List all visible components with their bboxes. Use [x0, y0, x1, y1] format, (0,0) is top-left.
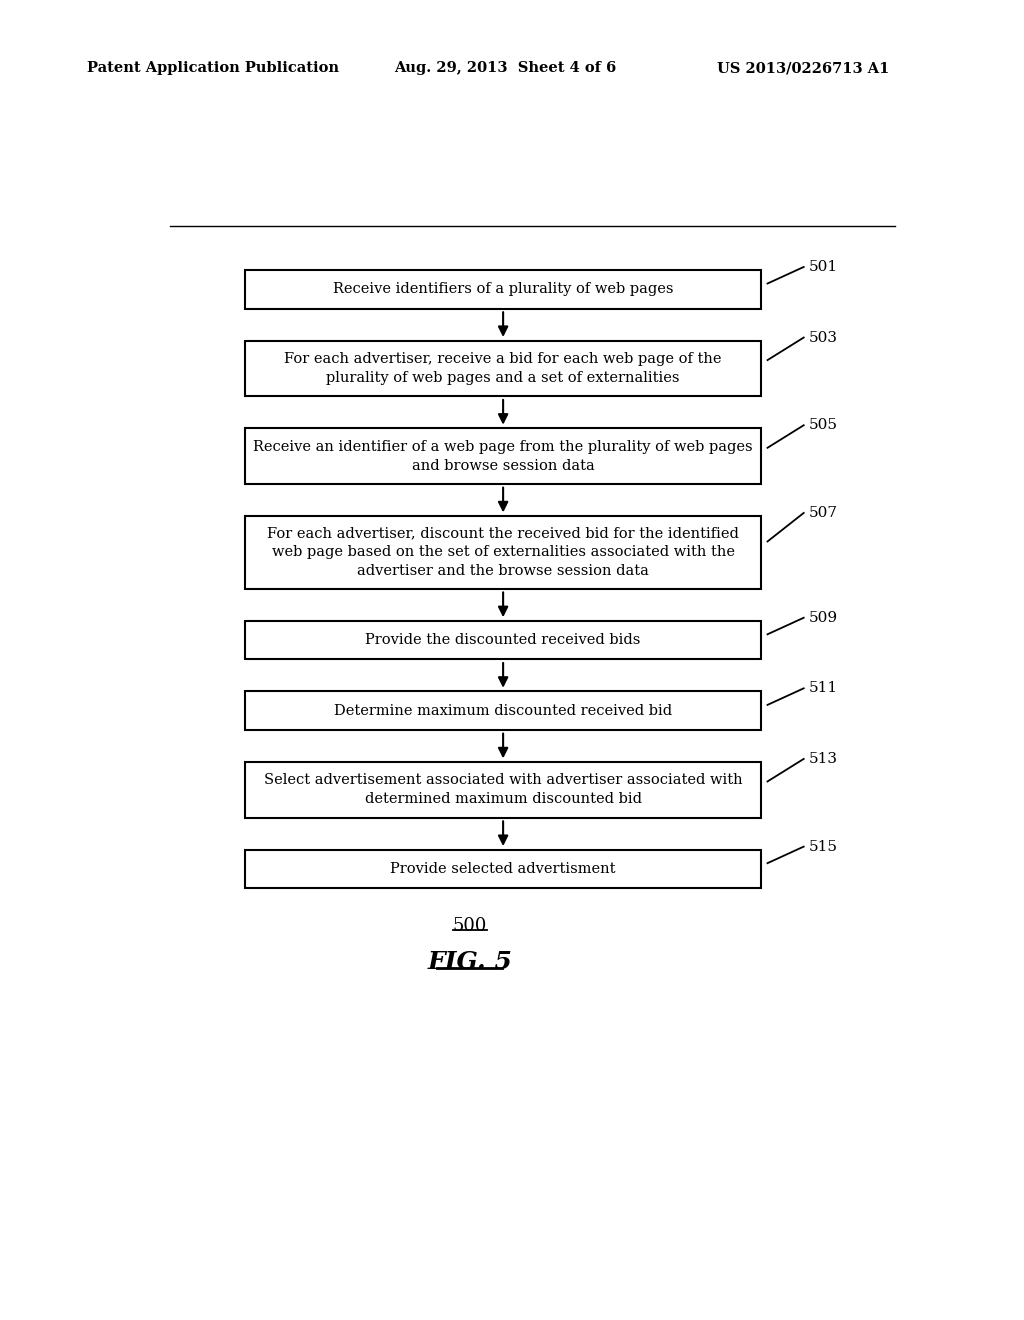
- Text: Aug. 29, 2013  Sheet 4 of 6: Aug. 29, 2013 Sheet 4 of 6: [394, 61, 616, 75]
- Text: Provide selected advertisment: Provide selected advertisment: [390, 862, 615, 876]
- Text: 500: 500: [453, 917, 486, 936]
- Bar: [245, 516, 762, 589]
- Bar: [245, 271, 762, 309]
- Bar: [245, 620, 762, 659]
- Text: 509: 509: [808, 611, 838, 624]
- Text: Patent Application Publication: Patent Application Publication: [87, 61, 339, 75]
- Text: 507: 507: [808, 506, 838, 520]
- Text: FIG. 5: FIG. 5: [427, 950, 512, 974]
- Text: Receive an identifier of a web page from the plurality of web pages
and browse s: Receive an identifier of a web page from…: [253, 440, 753, 473]
- Text: Provide the discounted received bids: Provide the discounted received bids: [366, 634, 641, 647]
- Text: 503: 503: [808, 330, 838, 345]
- Text: 515: 515: [808, 840, 838, 854]
- Text: Determine maximum discounted received bid: Determine maximum discounted received bi…: [334, 704, 672, 718]
- Text: 505: 505: [808, 418, 838, 432]
- Bar: [245, 341, 762, 396]
- Bar: [245, 428, 762, 484]
- Text: For each advertiser, receive a bid for each web page of the
plurality of web pag: For each advertiser, receive a bid for e…: [285, 352, 722, 385]
- Text: Select advertisement associated with advertiser associated with
determined maxim: Select advertisement associated with adv…: [264, 774, 742, 807]
- Text: 511: 511: [808, 681, 838, 696]
- Text: 513: 513: [808, 752, 838, 766]
- Text: US 2013/0226713 A1: US 2013/0226713 A1: [717, 61, 889, 75]
- Text: Receive identifiers of a plurality of web pages: Receive identifiers of a plurality of we…: [333, 282, 674, 296]
- Bar: [245, 692, 762, 730]
- Text: 501: 501: [808, 260, 838, 275]
- Text: For each advertiser, discount the received bid for the identified
web page based: For each advertiser, discount the receiv…: [267, 527, 739, 578]
- Bar: [245, 762, 762, 817]
- Bar: [245, 850, 762, 888]
